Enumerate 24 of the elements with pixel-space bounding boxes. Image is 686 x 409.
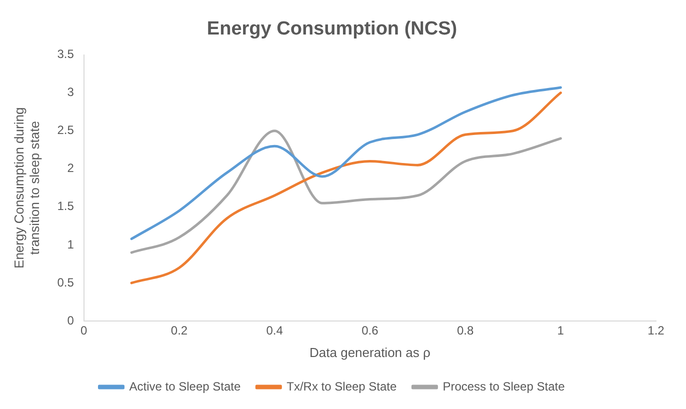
legend-label: Active to Sleep State xyxy=(129,379,241,394)
x-tick-label: 0.2 xyxy=(170,324,188,338)
line-series xyxy=(130,130,562,254)
x-tick-label: 1.2 xyxy=(648,324,665,338)
y-tick-label: 0 xyxy=(67,313,74,328)
y-axis-title: Energy Consumption during transition to sleep state xyxy=(11,107,42,268)
x-tick-label: 0 xyxy=(80,324,88,338)
y-tick-label: 2.5 xyxy=(57,123,74,138)
legend-label: Tx/Rx to Sleep State xyxy=(286,379,398,394)
x-tick-label: 0.4 xyxy=(266,324,284,338)
x-tick-label: 1 xyxy=(557,324,564,338)
y-tick-label: 3.5 xyxy=(57,47,74,62)
y-tick-label: 3 xyxy=(67,85,74,100)
line-series xyxy=(130,92,562,284)
line-series xyxy=(130,86,562,240)
y-tick-label: 1.5 xyxy=(57,199,74,214)
y-tick-label: 0.5 xyxy=(57,275,74,290)
y-tick-label: 1 xyxy=(67,237,74,252)
chart-title: Energy Consumption (NCS) xyxy=(206,18,458,40)
x-tick-label: 0.8 xyxy=(456,324,474,338)
y-tick-label: 2 xyxy=(67,161,74,176)
x-tick-label: 0.6 xyxy=(362,324,379,338)
legend-label: Process to Sleep State xyxy=(442,379,566,394)
x-axis-title: Data generation as ρ xyxy=(310,344,430,360)
